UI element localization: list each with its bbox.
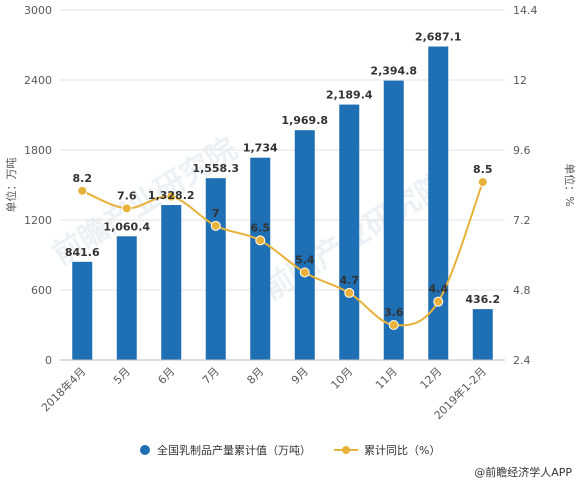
line-point: [255, 235, 266, 246]
left-tick-label: 1200: [24, 214, 52, 227]
line-point: [388, 320, 399, 330]
line-point: [210, 220, 221, 231]
right-tick-label: 12: [513, 74, 527, 87]
line-point: [121, 203, 132, 214]
bar-value-label: 841.6: [65, 246, 100, 259]
right-axis-title: 单位：%: [563, 163, 577, 206]
x-tick-label: 8月: [244, 365, 266, 387]
x-tick-label: 7月: [200, 365, 222, 387]
right-tick-label: 4.8: [513, 284, 531, 297]
bar-value-label: 1,060.4: [103, 220, 150, 233]
bar-value-label: 1,558.3: [192, 162, 239, 175]
line-point: [344, 287, 355, 298]
line-value-label: 6.5: [251, 221, 271, 234]
line-path: [81, 181, 484, 327]
line-point: [477, 177, 488, 188]
legend-bar-marker: [140, 445, 150, 455]
right-tick-label: 14.4: [513, 4, 538, 17]
line-point: [433, 296, 444, 307]
left-tick-label: 3000: [24, 4, 52, 17]
bar: [161, 205, 182, 360]
line-value-label: 4.4: [429, 283, 449, 296]
x-tick-label: 9月: [289, 365, 311, 387]
x-tick-label: 5月: [111, 365, 133, 387]
bar-value-label: 1,969.8: [281, 114, 328, 127]
bar-value-label: 1,734: [243, 142, 278, 155]
bar-value-label: 1,328.2: [148, 189, 195, 202]
line-value-label: 4.7: [340, 274, 360, 287]
left-tick-label: 1800: [24, 144, 52, 157]
bar-value-label: 2,189.4: [326, 89, 373, 102]
line-value-label: 7.6: [117, 189, 137, 202]
bar: [250, 157, 271, 360]
legend-line-label: 累计同比（%）: [364, 444, 440, 457]
bar-value-label: 2,394.8: [370, 65, 417, 78]
bar: [428, 46, 449, 360]
source-credit: @前瞻经济学人APP: [474, 465, 572, 479]
x-tick-label: 2018年4月: [38, 364, 88, 414]
left-axis-title: 单位：万吨: [4, 158, 18, 213]
left-tick-label: 2400: [24, 74, 52, 87]
data-labels: 841.61,060.4 1,328.2 1,558.3 1,734 1,969.8 2,…: [65, 31, 500, 319]
bar: [294, 130, 315, 360]
left-tick-label: 0: [45, 354, 52, 367]
line-point: [77, 185, 88, 196]
line-series: [77, 177, 488, 330]
line-value-label: 7: [212, 207, 220, 220]
line-point: [166, 191, 177, 202]
x-tick-label: 10月: [329, 365, 356, 392]
line-value-label: 8.2: [73, 172, 93, 185]
legend-line-marker-dot: [342, 446, 350, 454]
right-tick-label: 9.6: [513, 144, 531, 157]
x-tick-label: 6月: [155, 365, 177, 387]
x-tick-label: 11月: [373, 365, 400, 392]
line-value-label: 5.4: [295, 254, 315, 267]
line-value-label: 8.5: [473, 163, 493, 176]
legend: 全国乳制品产量累计值（万吨） 累计同比（%）: [140, 443, 440, 457]
bar: [339, 104, 360, 360]
legend-bar-label: 全国乳制品产量累计值（万吨）: [157, 443, 311, 457]
bar: [472, 309, 493, 360]
right-tick-label: 7.2: [513, 214, 531, 227]
bar: [205, 178, 226, 360]
bar: [116, 236, 137, 360]
bar-value-label: 2,687.1: [415, 31, 462, 44]
left-tick-label: 600: [31, 284, 52, 297]
x-tick-label: 12月: [418, 365, 445, 392]
line-value-label: 3.6: [384, 306, 404, 319]
right-tick-label: 2.4: [513, 354, 531, 367]
bar: [383, 80, 404, 361]
bar: [72, 261, 93, 360]
line-point: [299, 267, 310, 278]
bar-value-label: 436.2: [465, 293, 500, 306]
